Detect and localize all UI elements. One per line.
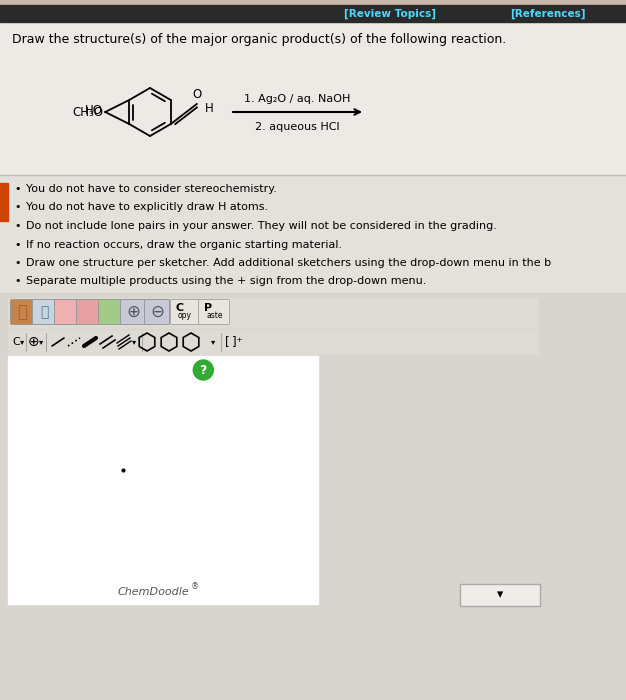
Text: ▾: ▾ (497, 589, 503, 601)
Text: ®: ® (191, 582, 199, 592)
Text: Draw one structure per sketcher. Add additional sketchers using the drop-down me: Draw one structure per sketcher. Add add… (26, 258, 551, 268)
Text: ▾: ▾ (20, 337, 24, 346)
Bar (8, 356, 318, 604)
Text: [References]: [References] (510, 8, 586, 19)
Text: ?: ? (200, 363, 207, 377)
Text: You do not have to consider stereochemistry.: You do not have to consider stereochemis… (26, 184, 277, 194)
Bar (0, 0, 626, 5)
Text: Do not include lone pairs in your answer. They will not be considered in the gra: Do not include lone pairs in your answer… (26, 221, 497, 231)
Text: aste: aste (207, 312, 223, 321)
Text: H: H (205, 102, 213, 115)
Bar (0, 175, 626, 293)
Text: 2. aqueous HCl: 2. aqueous HCl (255, 122, 340, 132)
Text: O: O (192, 88, 202, 102)
Text: C: C (12, 337, 20, 347)
Text: HO: HO (85, 104, 103, 118)
FancyBboxPatch shape (145, 300, 170, 325)
Text: ▾: ▾ (132, 337, 136, 346)
Text: ▾: ▾ (211, 337, 215, 346)
Bar (0, 5, 626, 22)
Text: •: • (15, 276, 21, 286)
Text: •: • (15, 202, 21, 213)
Text: 1. Ag₂O / aq. NaOH: 1. Ag₂O / aq. NaOH (244, 94, 351, 104)
Text: CH₃O: CH₃O (72, 106, 103, 120)
Text: •: • (15, 221, 21, 231)
Text: 🧪: 🧪 (40, 305, 48, 319)
Text: ⊕: ⊕ (28, 335, 40, 349)
Text: You do not have to explicitly draw H atoms.: You do not have to explicitly draw H ato… (26, 202, 268, 213)
Text: Separate multiple products using the + sign from the drop-down menu.: Separate multiple products using the + s… (26, 276, 426, 286)
Bar (0, 183, 8, 221)
FancyBboxPatch shape (11, 300, 34, 325)
Text: ✋: ✋ (17, 303, 27, 321)
Text: ⊖: ⊖ (150, 303, 164, 321)
Text: ▾: ▾ (39, 337, 43, 346)
FancyBboxPatch shape (54, 300, 78, 325)
Text: •: • (15, 184, 21, 194)
FancyBboxPatch shape (120, 300, 145, 325)
FancyBboxPatch shape (98, 300, 121, 325)
Text: If no reaction occurs, draw the organic starting material.: If no reaction occurs, draw the organic … (26, 239, 342, 249)
Text: •: • (15, 258, 21, 268)
Text: •: • (15, 239, 21, 249)
FancyBboxPatch shape (198, 300, 230, 325)
Text: ⊕: ⊕ (126, 303, 140, 321)
Text: opy: opy (178, 312, 192, 321)
FancyBboxPatch shape (170, 300, 200, 325)
Text: [ ]⁺: [ ]⁺ (225, 335, 243, 349)
Bar (0, 293, 626, 700)
Bar (460, 584, 540, 606)
FancyBboxPatch shape (76, 300, 100, 325)
Bar (8, 330, 538, 354)
Text: P: P (204, 303, 212, 313)
Bar (8, 298, 538, 328)
Text: [Review Topics]: [Review Topics] (344, 8, 436, 19)
FancyBboxPatch shape (33, 300, 56, 325)
Text: C: C (176, 303, 184, 313)
Text: ChemDoodle: ChemDoodle (117, 587, 189, 597)
Circle shape (193, 360, 213, 380)
Text: Draw the structure(s) of the major organic product(s) of the following reaction.: Draw the structure(s) of the major organ… (12, 33, 506, 46)
